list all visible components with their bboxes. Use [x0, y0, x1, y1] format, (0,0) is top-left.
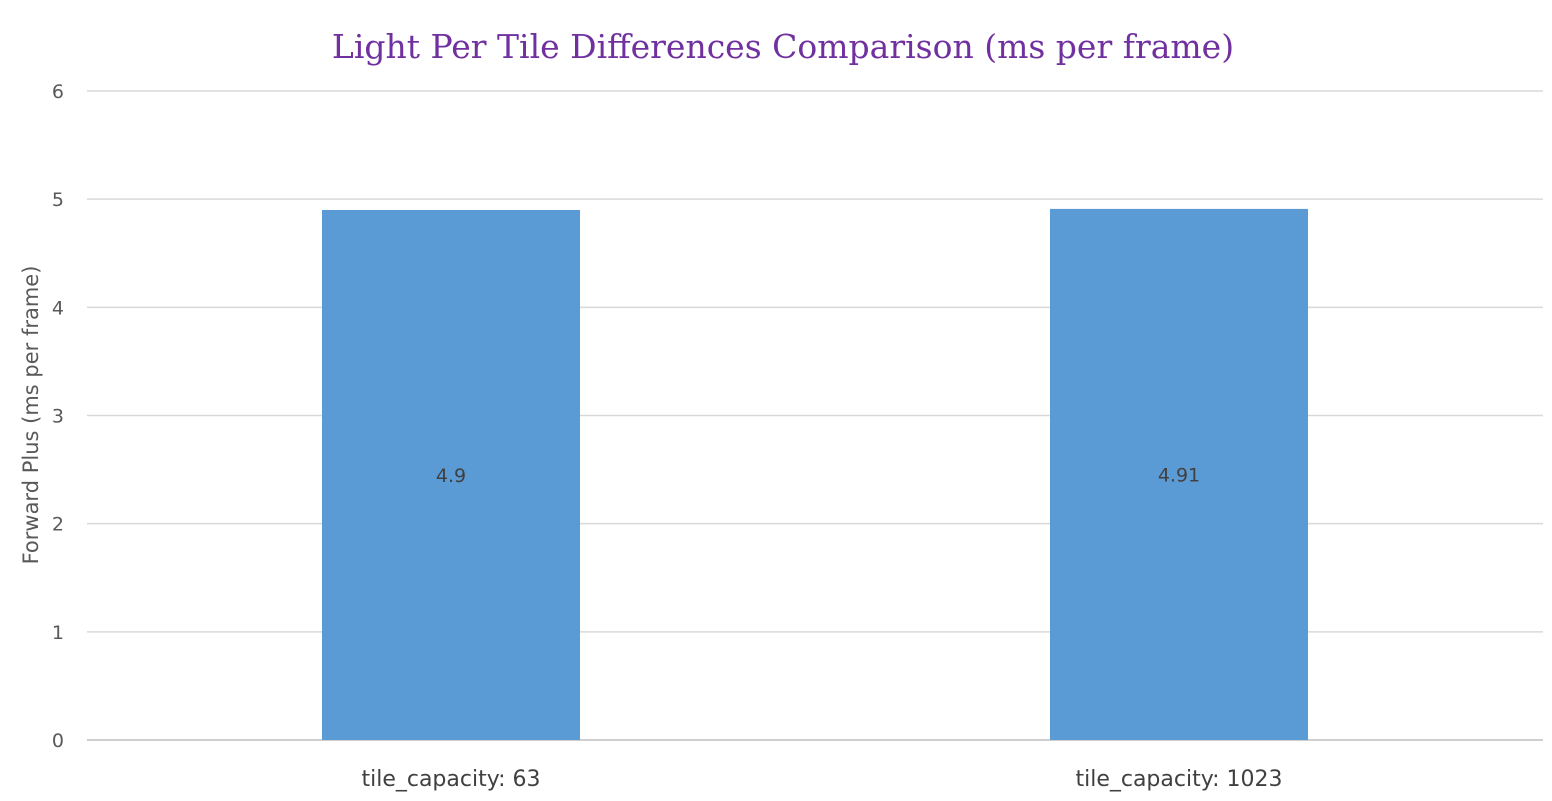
bar	[322, 209, 580, 740]
y-tick-label: 2	[52, 514, 64, 536]
y-tick-label: 3	[52, 406, 64, 428]
x-axis-categories: tile_capacity: 63 tile_capacity: 1023	[361, 767, 1282, 792]
data-labels: 4.9 4.91	[436, 464, 1200, 487]
y-tick-label: 6	[52, 81, 64, 103]
chart-title: Light Per Tile Differences Comparison (m…	[332, 27, 1234, 66]
bar	[1050, 208, 1308, 740]
x-category-label: tile_capacity: 1023	[1075, 767, 1282, 792]
y-axis-ticks: 0 1 2 3 4 5 6	[52, 81, 64, 752]
bar-data-label: 4.91	[1158, 464, 1200, 486]
y-axis-title: Forward Plus (ms per frame)	[19, 266, 43, 565]
bars	[322, 208, 1308, 740]
x-category-label: tile_capacity: 63	[361, 767, 540, 792]
y-tick-label: 1	[52, 622, 64, 644]
gridlines	[87, 90, 1543, 741]
bar-data-label: 4.9	[436, 465, 466, 487]
y-tick-label: 0	[52, 730, 64, 752]
y-tick-label: 4	[52, 297, 64, 319]
y-tick-label: 5	[52, 189, 64, 211]
